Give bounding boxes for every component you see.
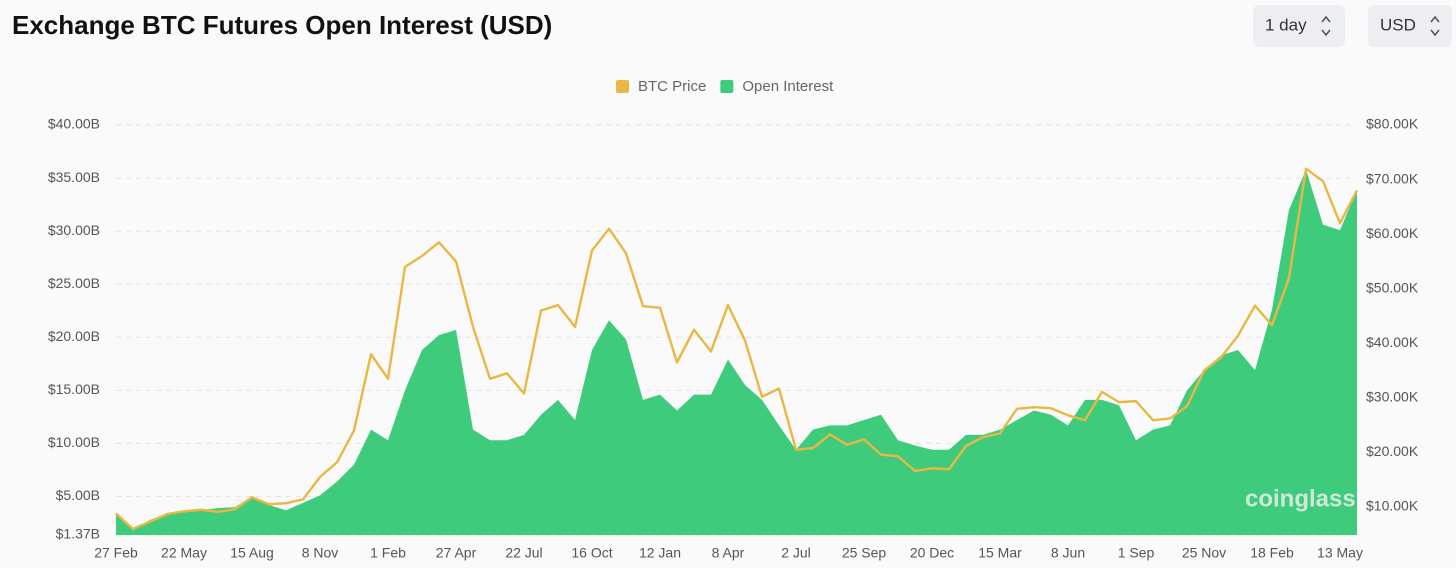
legend-label: BTC Price [638,78,706,95]
x-tick-label: 25 Nov [1182,545,1226,561]
chevron-icon [1430,15,1440,37]
watermark: coinglass [1245,485,1356,512]
y2-tick-label: $50.00K [1366,279,1419,295]
legend-swatch [616,80,629,93]
interval-button[interactable] [1253,5,1345,47]
interval-select[interactable]: 1 day [1253,5,1345,47]
x-tick-label: 22 May [161,545,207,561]
x-tick-label: 20 Dec [910,545,954,561]
chart-title: Exchange BTC Futures Open Interest (USD) [12,10,552,40]
legend-label: Open Interest [742,78,834,95]
y-tick-label: $35.00B [48,169,100,185]
y-tick-label: $10.00B [48,434,100,450]
chevron-icon [1321,15,1331,37]
y-tick-label: $40.00B [48,116,100,132]
x-tick-label: 25 Sep [842,545,887,561]
currency-label[interactable]: USD [1380,15,1416,34]
y2-tick-label: $70.00K [1366,170,1419,186]
x-tick-label: 8 Apr [712,545,745,561]
x-tick-label: 1 Feb [370,545,406,561]
x-tick-label: 27 Feb [94,545,138,561]
x-tick-label: 15 Aug [230,545,274,561]
y-tick-label: $30.00B [48,222,100,238]
x-tick-label: 8 Jun [1051,545,1085,561]
x-tick-label: 12 Jan [639,545,681,561]
y2-tick-label: $10.00K [1366,498,1419,514]
price-line [115,167,1359,531]
x-tick-label: 13 May [1317,545,1363,561]
legend-swatch [720,80,734,93]
x-tick-label: 2 Jul [781,545,811,561]
currency-button[interactable] [1368,5,1452,47]
open-interest-area [116,169,1357,535]
x-tick-label: 1 Sep [1118,545,1155,561]
x-tick-label: 8 Nov [302,545,339,561]
y2-tick-label: $20.00K [1366,443,1419,459]
y2-tick-label: $40.00K [1366,334,1419,350]
y-tick-label: $20.00B [48,328,100,344]
y2-tick-label: $30.00K [1366,389,1419,405]
x-tick-label: 18 Feb [1250,545,1294,561]
y-tick-label: $1.37B [56,526,100,542]
x-tick-label: 27 Apr [436,545,477,561]
y-tick-label: $15.00B [48,381,100,397]
y2-tick-label: $80.00K [1366,116,1419,132]
y2-tick-label: $60.00K [1366,225,1419,241]
y-tick-label: $25.00B [48,275,100,291]
currency-select[interactable]: USD [1368,5,1452,47]
interval-label[interactable]: 1 day [1265,15,1307,34]
x-tick-label: 16 Oct [571,545,612,561]
y-tick-label: $5.00B [56,487,100,503]
x-tick-label: 15 Mar [978,545,1022,561]
x-tick-label: 22 Jul [505,545,542,561]
